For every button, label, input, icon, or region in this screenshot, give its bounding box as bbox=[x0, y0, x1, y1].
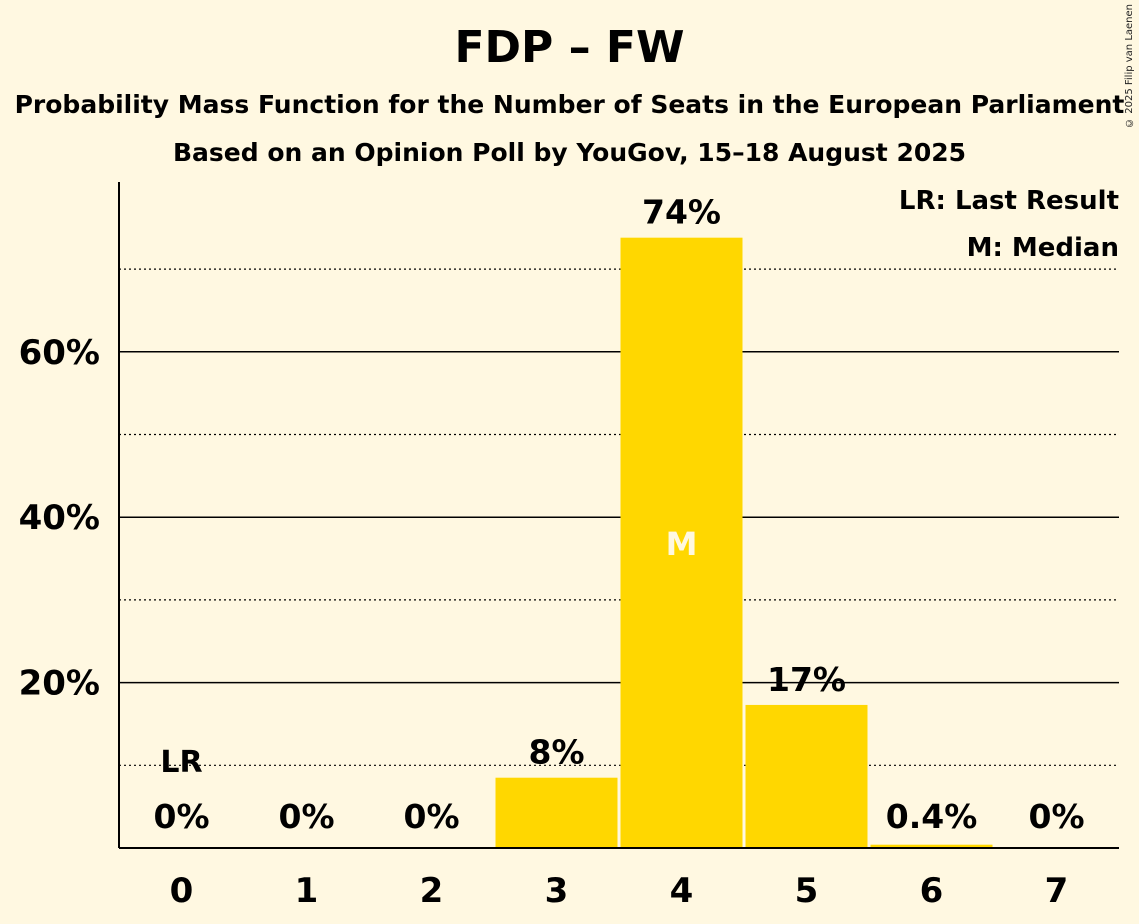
bar bbox=[620, 237, 743, 848]
data-label: 0% bbox=[153, 797, 209, 836]
last-result-marker: LR bbox=[160, 745, 202, 780]
y-tick-label: 40% bbox=[19, 498, 100, 538]
data-label: 74% bbox=[642, 193, 721, 232]
data-label: 0% bbox=[403, 797, 459, 836]
data-label: 0% bbox=[1028, 797, 1084, 836]
data-label: 8% bbox=[528, 733, 584, 772]
legend-median: M: Median bbox=[966, 233, 1119, 263]
x-tick-label: 4 bbox=[670, 871, 694, 911]
y-tick-label: 60% bbox=[19, 333, 100, 373]
bar bbox=[870, 844, 993, 848]
bar bbox=[495, 777, 618, 848]
x-tick-label: 6 bbox=[920, 871, 944, 911]
data-label: 0% bbox=[278, 797, 334, 836]
legend-last-result: LR: Last Result bbox=[898, 186, 1119, 216]
x-tick-label: 3 bbox=[545, 871, 569, 911]
x-tick-label: 5 bbox=[795, 871, 819, 911]
x-tick-label: 0 bbox=[170, 871, 194, 911]
x-tick-label: 1 bbox=[295, 871, 319, 911]
data-label: 17% bbox=[767, 660, 846, 699]
median-marker: M bbox=[666, 525, 698, 563]
bar bbox=[745, 704, 868, 848]
data-label: 0.4% bbox=[886, 797, 978, 836]
x-tick-label: 2 bbox=[420, 871, 444, 911]
chart-subtitle: Probability Mass Function for the Number… bbox=[14, 90, 1125, 119]
chart-title: FDP – FW bbox=[454, 22, 685, 73]
x-tick-label: 7 bbox=[1045, 871, 1069, 911]
y-tick-label: 20% bbox=[19, 664, 100, 704]
chart-source: Based on an Opinion Poll by YouGov, 15–1… bbox=[172, 138, 967, 167]
